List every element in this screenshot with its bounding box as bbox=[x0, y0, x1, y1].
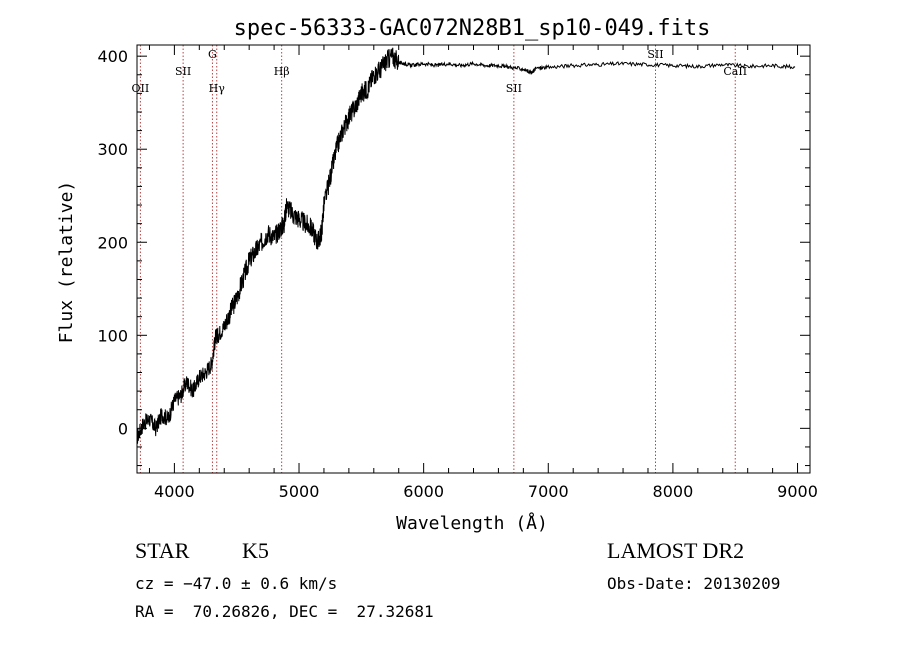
x-tick-label: 7000 bbox=[528, 482, 569, 501]
survey-name: LAMOST DR2 bbox=[607, 538, 745, 563]
spectral-line-label: G bbox=[208, 48, 217, 61]
spectral-line-label: SII bbox=[647, 48, 663, 61]
x-tick-label: 5000 bbox=[279, 482, 320, 501]
x-tick-label: 4000 bbox=[154, 482, 195, 501]
object-class: STAR bbox=[135, 538, 190, 563]
plot-frame bbox=[136, 44, 811, 474]
x-tick-label: 6000 bbox=[403, 482, 444, 501]
spectral-line-label: OII bbox=[132, 82, 150, 95]
observation-date: Obs-Date: 20130209 bbox=[607, 574, 781, 593]
spectral-line-label: Hγ bbox=[209, 82, 226, 95]
chart-title: spec-56333-GAC072N28B1_sp10-049.fits bbox=[234, 16, 711, 41]
x-axis-label: Wavelength (Å) bbox=[396, 512, 548, 534]
coordinates: RA = 70.26826, DEC = 27.32681 bbox=[135, 602, 434, 621]
y-tick-label: 300 bbox=[97, 140, 128, 159]
y-tick-label: 0 bbox=[118, 419, 128, 438]
spectrum-series-line bbox=[136, 47, 796, 444]
y-tick-label: 100 bbox=[97, 326, 128, 345]
spectral-line-label: Hβ bbox=[274, 65, 290, 78]
x-tick-label: 9000 bbox=[777, 482, 818, 501]
y-axis-label: Flux (relative) bbox=[56, 181, 77, 344]
spectral-line-label: CaII bbox=[723, 65, 747, 78]
spectral-line-label: SII bbox=[506, 82, 522, 95]
x-tick-label: 8000 bbox=[653, 482, 694, 501]
object-subclass: K5 bbox=[242, 538, 269, 563]
redshift-cz: cz = −47.0 ± 0.6 km/s bbox=[135, 574, 338, 593]
y-tick-label: 400 bbox=[97, 47, 128, 66]
spectral-line-label: SII bbox=[175, 65, 191, 78]
y-tick-label: 200 bbox=[97, 233, 128, 252]
